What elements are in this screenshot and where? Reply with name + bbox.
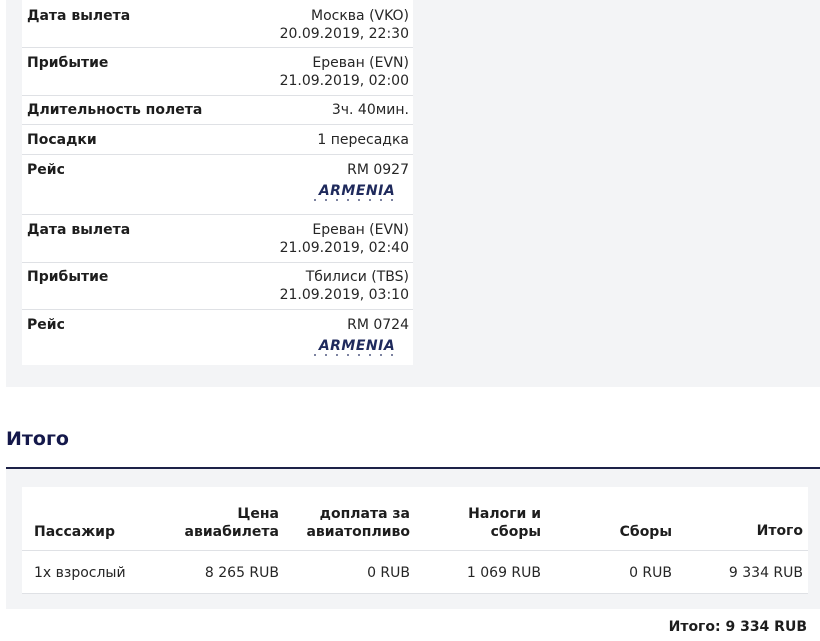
arrival-row: Прибытие Тбилиси (TBS) 21.09.2019, 03:10	[22, 263, 413, 310]
departure-datetime: 20.09.2019, 22:30	[279, 26, 409, 42]
departure-label: Дата вылета	[27, 8, 131, 24]
arrival-datetime: 21.09.2019, 03:10	[279, 287, 409, 303]
duration-label: Длительность полета	[27, 102, 203, 118]
row-divider	[22, 593, 808, 594]
col-header-total: Итого	[756, 523, 803, 539]
departure-place: Ереван (EVN)	[312, 222, 409, 238]
grand-total: Итого: 9 334 RUB	[668, 619, 807, 635]
arrival-row: Прибытие Ереван (EVN) 21.09.2019, 02:00	[22, 48, 413, 96]
cell-taxes: 1 069 RUB	[466, 565, 541, 581]
duration-row: Длительность полета 3ч. 40мин.	[22, 96, 413, 125]
col-header-passenger: Пассажир	[34, 524, 115, 540]
arrival-place: Ереван (EVN)	[312, 55, 409, 71]
stops-label: Посадки	[27, 132, 97, 148]
flight-details-table: Дата вылета Москва (VKO) 20.09.2019, 22:…	[22, 0, 413, 365]
departure-datetime: 21.09.2019, 02:40	[279, 240, 409, 256]
arrival-datetime: 21.09.2019, 02:00	[279, 73, 409, 89]
header-divider	[22, 550, 808, 551]
flight-number: RM 0927	[347, 162, 409, 178]
cell-fuel-surcharge: 0 RUB	[367, 565, 410, 581]
summary-panel: Пассажир Цена авиабилета доплата за авиа…	[6, 469, 820, 609]
col-header-fuel-surcharge: доплата за авиатопливо	[306, 506, 410, 540]
departure-place: Москва (VKO)	[310, 8, 409, 24]
stops-value: 1 пересадка	[317, 132, 409, 148]
svg-text:ARMENIA: ARMENIA	[318, 183, 395, 199]
cell-total: 9 334 RUB	[728, 565, 803, 581]
armenia-airways-logo: ARMENIA	[305, 181, 409, 203]
arrival-place: Тбилиси (TBS)	[305, 269, 409, 285]
flight-details-panel: Дата вылета Москва (VKO) 20.09.2019, 22:…	[6, 0, 820, 387]
col-header-fees: Сборы	[619, 524, 672, 540]
arrival-value: Ереван (EVN) 21.09.2019, 02:00	[280, 54, 409, 90]
col-header-taxes: Налоги и сборы	[468, 506, 541, 540]
departure-label: Дата вылета	[27, 222, 131, 238]
flight-label: Рейс	[27, 162, 65, 178]
stops-row: Посадки 1 пересадка	[22, 125, 413, 155]
departure-value: Ереван (EVN) 21.09.2019, 02:40	[280, 221, 409, 257]
cell-passenger: 1х взрослый	[34, 565, 126, 581]
departure-row: Дата вылета Ереван (EVN) 21.09.2019, 02:…	[22, 215, 413, 263]
duration-value: 3ч. 40мин.	[331, 102, 409, 118]
armenia-airways-logo: ARMENIA	[305, 336, 409, 358]
summary-divider	[6, 467, 820, 469]
cell-fees: 0 RUB	[629, 565, 672, 581]
svg-text:ARMENIA: ARMENIA	[318, 338, 395, 354]
flight-row: Рейс RM 0724 ARMENIA	[22, 310, 413, 365]
price-table: Пассажир Цена авиабилета доплата за авиа…	[22, 487, 808, 594]
arrival-label: Прибытие	[27, 55, 109, 71]
flight-number: RM 0724	[347, 317, 409, 333]
summary-title: Итого	[6, 428, 69, 450]
flight-row: Рейс RM 0927 ARMENIA	[22, 155, 413, 215]
flight-label: Рейс	[27, 317, 65, 333]
cell-ticket-price: 8 265 RUB	[204, 565, 279, 581]
col-header-ticket-price: Цена авиабилета	[184, 506, 279, 540]
arrival-value: Тбилиси (TBS) 21.09.2019, 03:10	[280, 268, 409, 304]
departure-value: Москва (VKO) 20.09.2019, 22:30	[280, 7, 409, 43]
arrival-label: Прибытие	[27, 269, 109, 285]
departure-row: Дата вылета Москва (VKO) 20.09.2019, 22:…	[22, 0, 413, 48]
